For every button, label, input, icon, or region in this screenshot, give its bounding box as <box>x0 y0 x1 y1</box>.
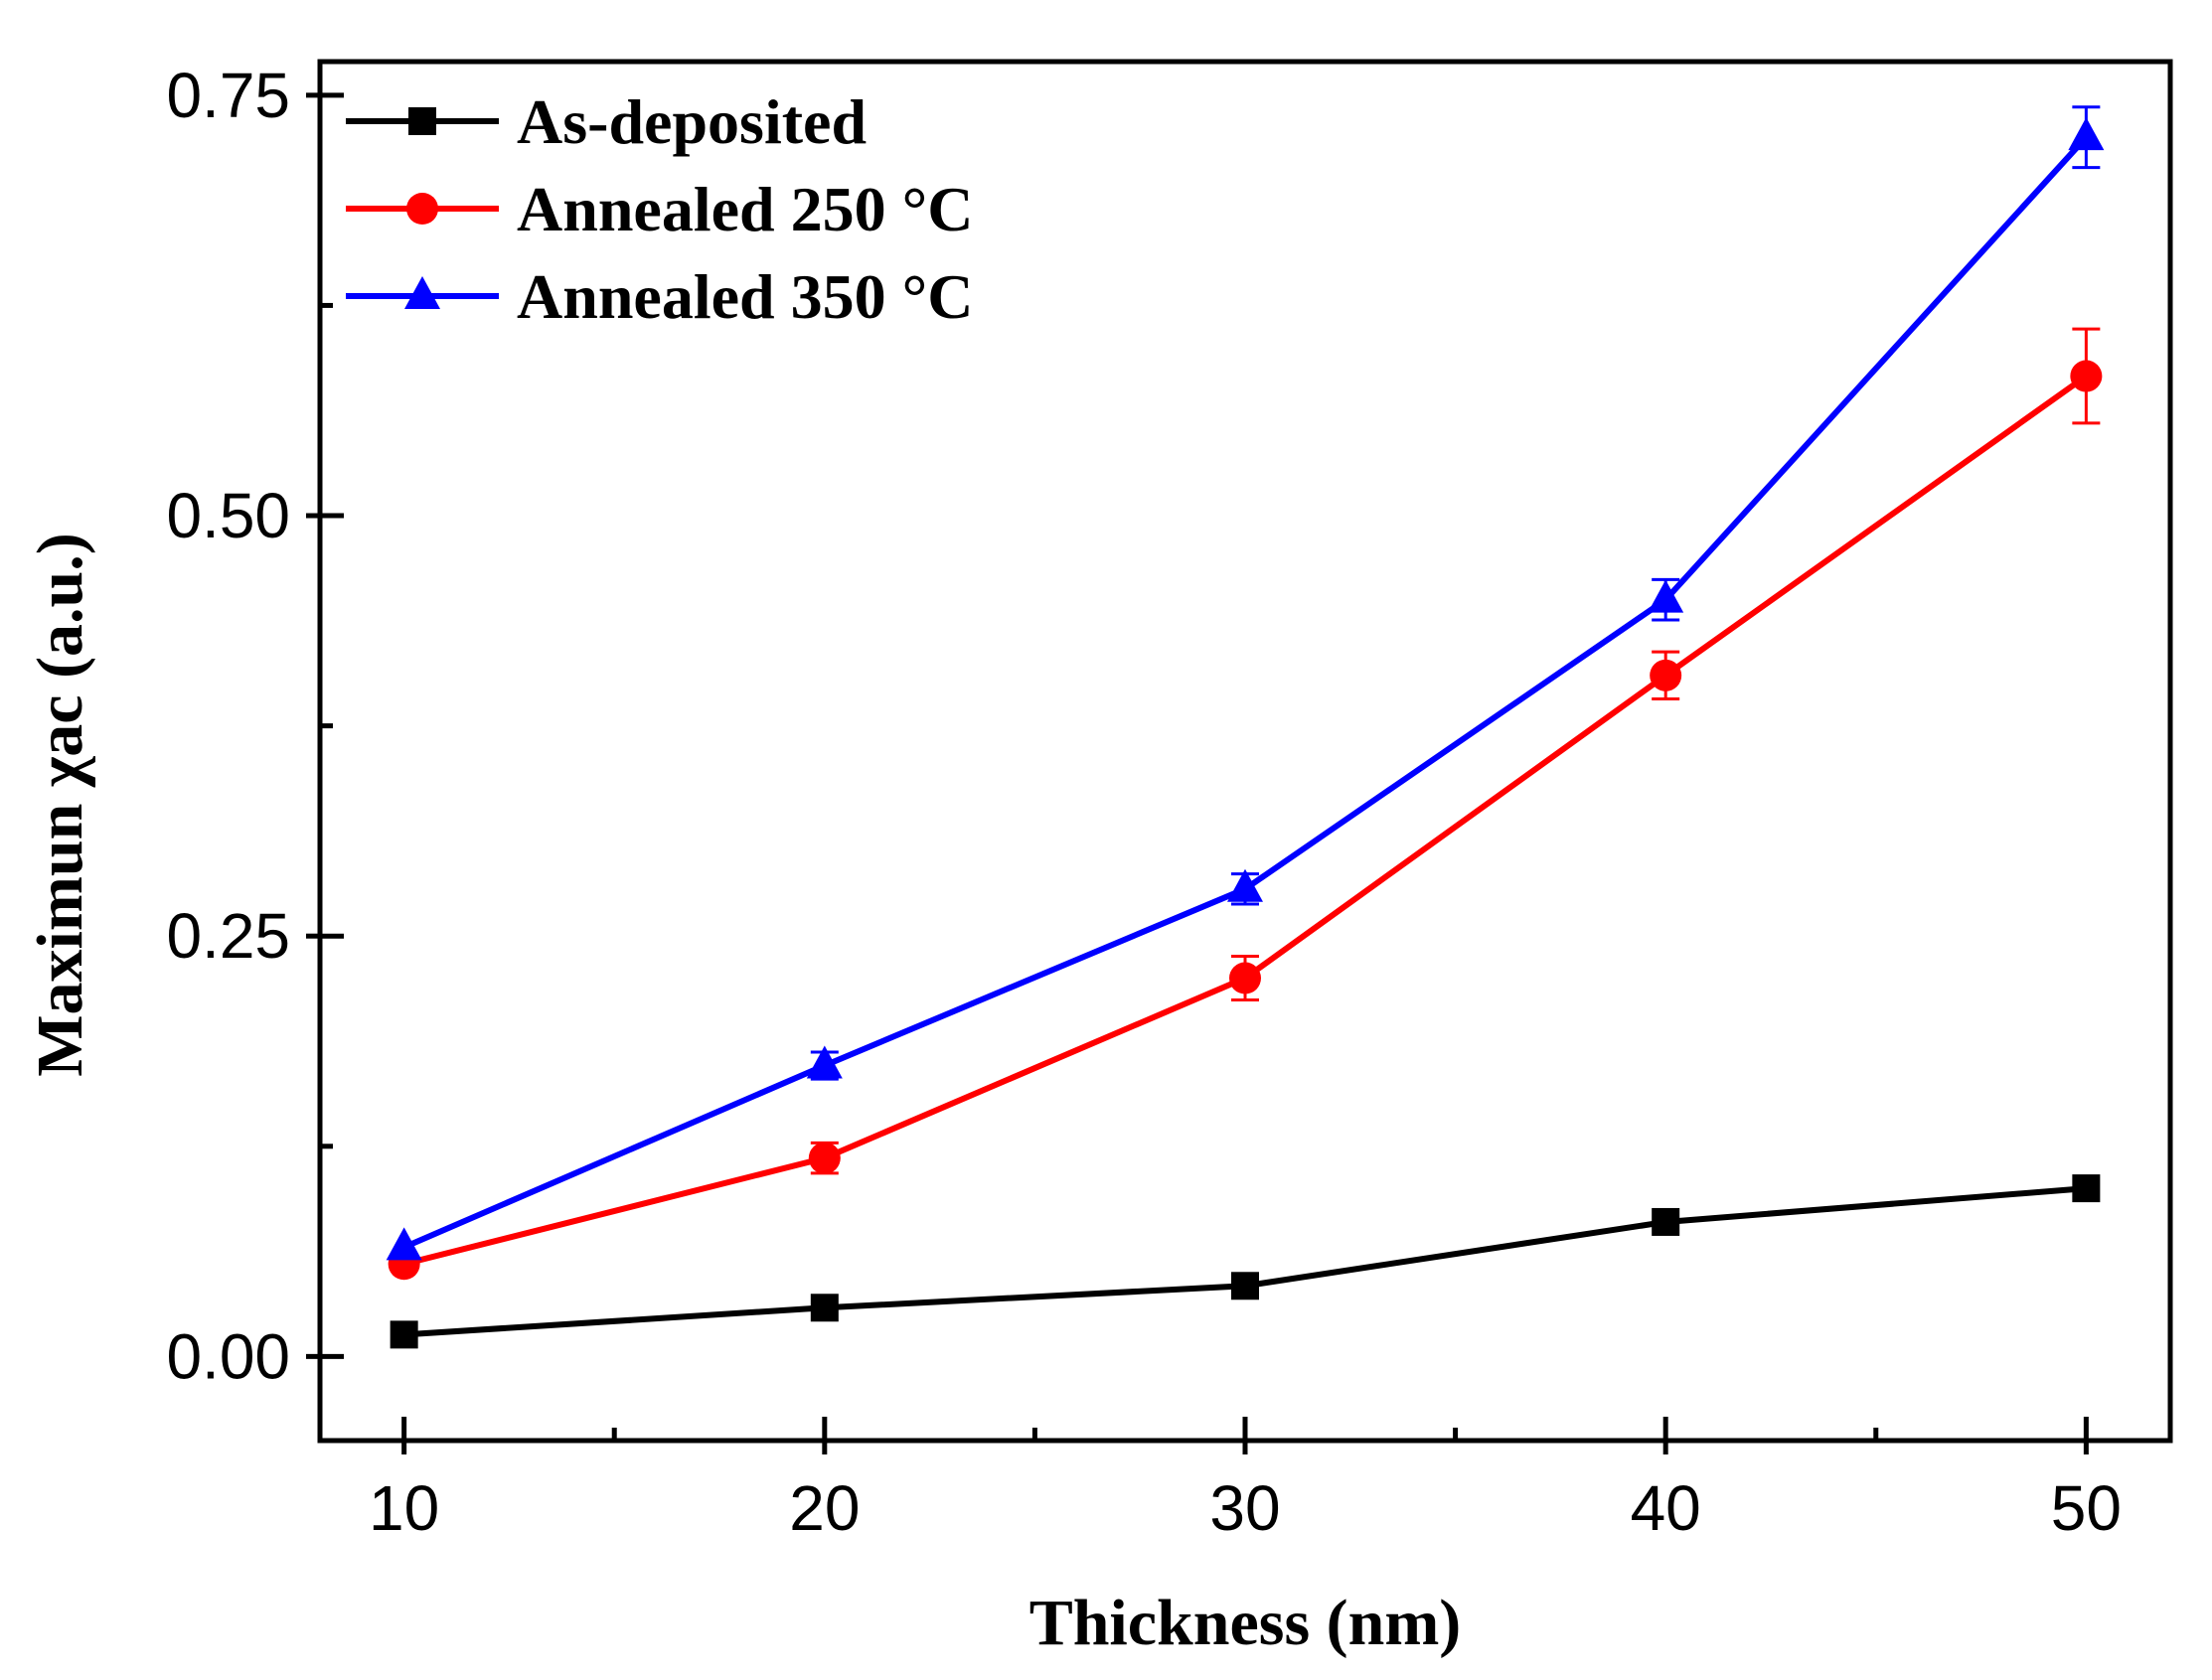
y-axis-title: Maximun χac (a.u.) <box>24 533 96 1076</box>
legend-swatch-marker <box>406 193 438 225</box>
x-tick-label: 40 <box>1631 1472 1701 1544</box>
legend-item: As-deposited <box>346 86 867 157</box>
series-3 <box>386 105 2105 1261</box>
x-tick-label: 20 <box>789 1472 860 1544</box>
data-point <box>2070 360 2103 392</box>
data-point <box>1650 659 1682 691</box>
legend-item: Annealed 250 °C <box>346 174 973 244</box>
y-tick-label: 0.50 <box>166 480 290 551</box>
data-point <box>1227 868 1263 902</box>
x-tick-label: 30 <box>1209 1472 1280 1544</box>
y-axis: 0.00 0.25 0.50 0.75 <box>166 60 344 1392</box>
data-point <box>1652 1207 1680 1236</box>
legend-label: Annealed 350 °C <box>517 261 973 332</box>
data-point <box>1229 962 1261 994</box>
legend-swatch-marker <box>408 107 436 135</box>
data-point <box>806 1045 843 1079</box>
data-point <box>1648 579 1684 613</box>
x-axis-title: Thickness (nm) <box>1029 1587 1462 1659</box>
series-2 <box>388 327 2103 1281</box>
series-line <box>403 1185 2087 1338</box>
series-line <box>402 374 2089 1268</box>
legend-label: Annealed 250 °C <box>517 174 973 244</box>
data-point <box>2072 1174 2101 1203</box>
legend-swatch-marker <box>404 276 440 309</box>
data-point <box>386 1227 422 1261</box>
legend-item: Annealed 350 °C <box>346 261 973 332</box>
x-tick-label: 10 <box>369 1472 439 1544</box>
data-point <box>1231 1272 1259 1300</box>
data-point <box>810 1294 839 1322</box>
series-layer <box>386 105 2105 1349</box>
data-point <box>390 1320 418 1349</box>
y-tick-label: 0.00 <box>166 1320 290 1392</box>
x-tick-label: 50 <box>2051 1472 2122 1544</box>
series-1 <box>390 1174 2101 1349</box>
data-point <box>808 1142 841 1174</box>
y-tick-label: 0.75 <box>166 60 290 131</box>
y-tick-label: 0.25 <box>166 900 290 972</box>
x-axis: 10 20 30 40 50 <box>369 1417 2122 1544</box>
data-point <box>2068 117 2105 151</box>
legend-label: As-deposited <box>517 86 867 157</box>
legend: As-deposited Annealed 250 °C Annealed 350 … <box>346 86 973 332</box>
